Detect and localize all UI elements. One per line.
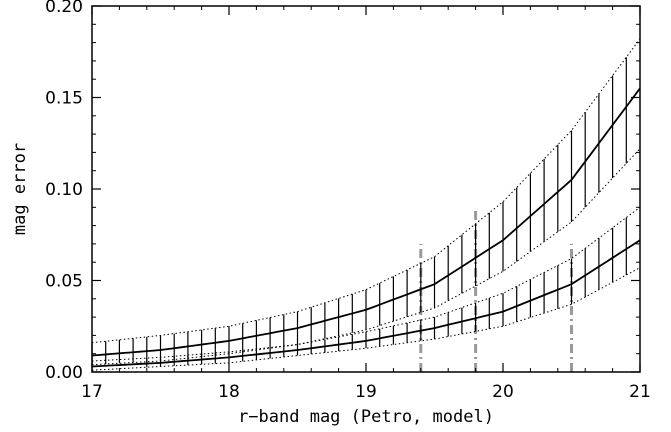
y-tick-label: 0.00 bbox=[45, 363, 83, 383]
x-tick-label: 19 bbox=[355, 382, 377, 402]
x-tick-label: 20 bbox=[492, 382, 514, 402]
y-tick-label: 0.05 bbox=[45, 272, 83, 292]
y-tick-label: 0.15 bbox=[45, 89, 83, 109]
plot-area bbox=[91, 38, 641, 372]
y-axis-label: mag error bbox=[10, 143, 30, 235]
x-tick-label: 18 bbox=[218, 382, 240, 402]
series-upper-lower-envelope bbox=[91, 148, 641, 366]
y-tick-label: 0.20 bbox=[45, 0, 83, 17]
x-tick-label: 17 bbox=[81, 382, 103, 402]
axis-ticks: 17 18 19 20 21 0.00 0.05 0.10 0.15 0.20 bbox=[45, 0, 651, 402]
y-tick-label: 0.10 bbox=[45, 180, 83, 200]
series-upper-median-line bbox=[91, 87, 641, 357]
x-tick-label: 21 bbox=[629, 382, 651, 402]
x-axis-label: r−band mag (Petro, model) bbox=[238, 407, 494, 427]
series-lower-median-line bbox=[91, 239, 641, 368]
